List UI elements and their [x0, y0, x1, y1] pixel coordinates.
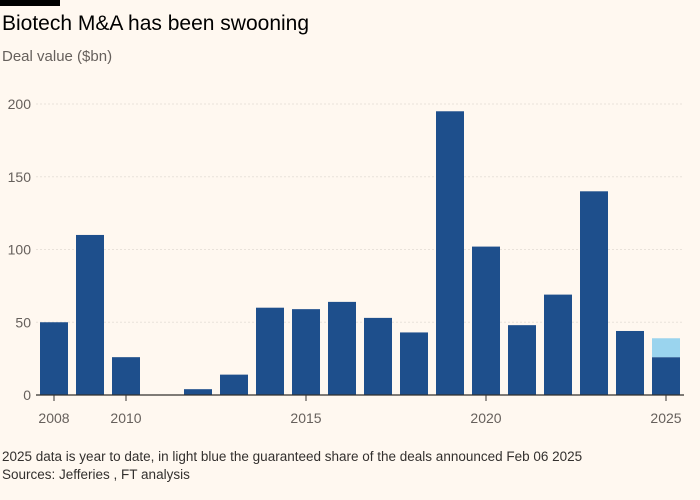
- bar-2018: [400, 332, 428, 395]
- bar-2025: [652, 357, 680, 395]
- x-tick-label: 2020: [470, 410, 501, 426]
- bar-2015: [292, 309, 320, 395]
- bar-2010: [112, 357, 140, 395]
- y-tick-label: 100: [8, 242, 32, 258]
- y-tick-label: 0: [23, 387, 31, 403]
- chart-title: Biotech M&A has been swooning: [2, 12, 310, 35]
- bar-2020: [472, 246, 500, 395]
- y-tick-label: 50: [15, 314, 31, 330]
- bar-2024: [616, 330, 644, 395]
- x-tick-label: 2010: [110, 410, 141, 426]
- brand-bar: [0, 0, 60, 6]
- bar-2009: [76, 234, 104, 395]
- bar-chart: 0 50 100 150 200 2008 2010 2015 2020 2025: [8, 96, 684, 426]
- y-tick-label: 200: [8, 96, 32, 112]
- bar-2022: [544, 294, 572, 395]
- chart-footnote: 2025 data is year to date, in light blue…: [2, 449, 583, 464]
- y-tick-label: 150: [8, 169, 32, 185]
- bar-guaranteed-2025: [652, 338, 680, 358]
- x-tick-label: 2025: [650, 410, 681, 426]
- bar-2012: [184, 389, 212, 395]
- bar-2021: [508, 325, 536, 395]
- bar-2017: [364, 317, 392, 395]
- chart-subtitle: Deal value ($bn): [2, 48, 113, 65]
- x-tick-label: 2015: [290, 410, 321, 426]
- bar-2013: [220, 374, 248, 395]
- bar-2008: [40, 322, 68, 395]
- bar-2016: [328, 301, 356, 395]
- bar-2023: [580, 191, 608, 395]
- bar-2014: [256, 307, 284, 395]
- bar-2019: [436, 111, 464, 396]
- chart-source: Sources: Jefferies , FT analysis: [2, 467, 190, 482]
- x-tick-label: 2008: [38, 410, 69, 426]
